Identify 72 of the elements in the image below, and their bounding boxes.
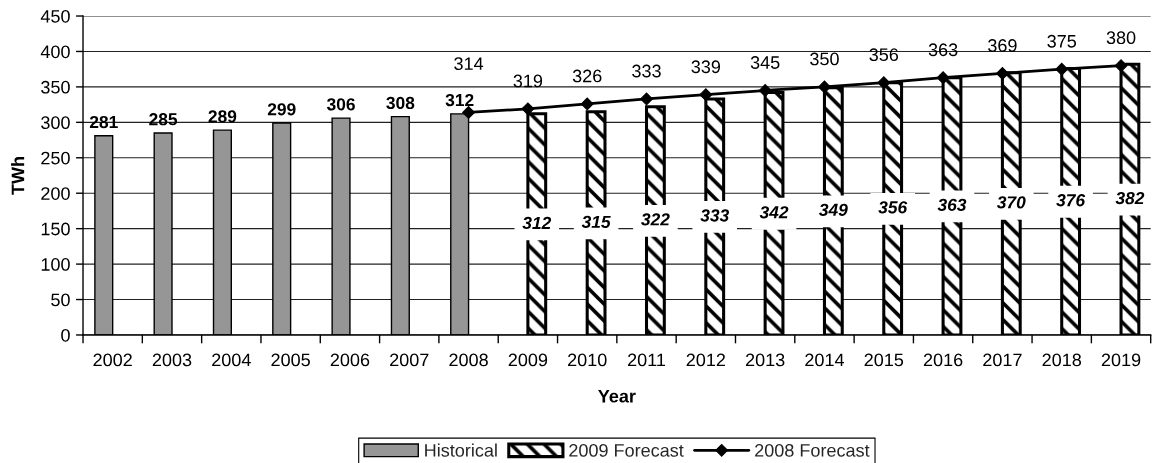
point [818, 80, 831, 94]
data-label: 356 [878, 201, 908, 214]
x-tick-label: 2017 [983, 353, 1022, 367]
data-label: 308 [386, 96, 415, 110]
data-label: 315 [581, 215, 611, 228]
y-tick-label: 0 [61, 328, 70, 342]
x-tick-label: 2009 [508, 353, 548, 367]
data-label: 369 [988, 39, 1017, 52]
data-label: 306 [326, 98, 355, 111]
point [936, 71, 950, 85]
x-tick-label: 2012 [686, 353, 726, 367]
x-tick-label: 2007 [390, 353, 429, 367]
point [1114, 59, 1128, 73]
legend-label: 2008 Forecast [755, 444, 870, 457]
point [580, 97, 594, 111]
x-axis-title: Year [598, 389, 636, 403]
x-tick-label: 2003 [152, 353, 192, 367]
data-label: 350 [810, 52, 839, 66]
data-label: 375 [1047, 34, 1077, 48]
x-tick-label: 2008 [449, 353, 488, 367]
data-label: 333 [700, 209, 730, 222]
point [521, 102, 535, 116]
x-tick-label: 2006 [330, 353, 370, 367]
data-label: 363 [937, 198, 967, 211]
data-label: 345 [750, 56, 780, 69]
data-label: 326 [572, 69, 602, 83]
data-label: 322 [641, 213, 670, 226]
data-label: 342 [759, 206, 789, 219]
x-tick-label: 2018 [1042, 353, 1082, 367]
point [877, 76, 891, 90]
y-tick-label: 300 [41, 116, 70, 130]
data-label: 314 [454, 57, 484, 71]
y-axis-title: TWh [11, 157, 25, 195]
data-label: 356 [869, 48, 899, 62]
legend-label: 2009 Forecast [569, 444, 684, 457]
data-label: 376 [1056, 194, 1086, 207]
x-tick-label: 2014 [805, 353, 845, 367]
point [758, 84, 772, 97]
y-tick-label: 450 [40, 9, 70, 23]
x-tick-label: 2002 [93, 353, 132, 367]
data-label: 319 [513, 74, 543, 88]
data-label: 312 [445, 93, 474, 107]
legend-label: Historical [425, 443, 497, 457]
point [640, 92, 653, 106]
data-label: 289 [208, 110, 237, 123]
x-tick-label: 2004 [212, 353, 251, 367]
y-tick-label: 250 [41, 151, 70, 165]
point [995, 67, 1009, 80]
y-tick-label: 400 [40, 45, 70, 59]
x-tick-label: 2016 [923, 353, 963, 367]
point [699, 88, 713, 102]
x-tick-label: 2015 [864, 353, 904, 367]
x-tick-label: 2010 [568, 353, 607, 367]
data-label: 333 [632, 64, 661, 78]
y-tick-label: 150 [41, 222, 70, 236]
x-tick-label: 2019 [1101, 353, 1141, 367]
data-label: 312 [522, 216, 552, 230]
x-tick-label: 2011 [628, 353, 666, 367]
y-tick-label: 50 [51, 293, 70, 307]
data-label: 299 [267, 103, 296, 116]
x-tick-label: 2013 [745, 353, 785, 367]
data-label: 339 [691, 60, 721, 74]
data-label: 380 [1106, 31, 1136, 45]
data-label: 370 [996, 196, 1026, 209]
data-label: 382 [1115, 191, 1145, 205]
y-tick-label: 200 [41, 187, 70, 200]
y-tick-label: 100 [41, 258, 70, 271]
point [462, 106, 475, 119]
y-tick-label: 350 [41, 80, 70, 94]
x-tick-label: 2005 [271, 353, 310, 367]
point [1055, 62, 1069, 76]
data-label: 349 [819, 203, 848, 216]
